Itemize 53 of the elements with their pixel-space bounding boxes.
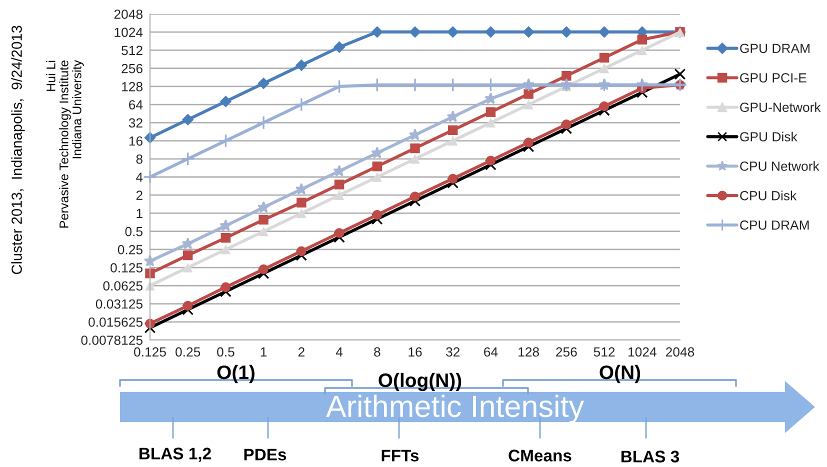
x-tick-label: 1 [260, 347, 267, 357]
x-tick-label: 64 [484, 347, 498, 357]
y-tick-label: 0.125 [110, 263, 143, 272]
text: O(log(N)) [378, 372, 462, 392]
y-tick-label: 256 [122, 64, 142, 74]
y-tick-label: 128 [122, 82, 142, 92]
legend-label: GPU DRAM [740, 44, 810, 54]
text: Hui Li [46, 60, 56, 91]
x-tick-label: 256 [556, 347, 577, 357]
y-tick-label: 2048 [114, 10, 142, 19]
y-tick-label: 0.03125 [96, 299, 143, 309]
text: O(N) [600, 364, 640, 384]
x-tick-label: 2048 [666, 347, 694, 357]
x-tick-label: 0.25 [176, 347, 200, 357]
legend-label: GPU PCI-E [740, 73, 806, 83]
text: CMeans [508, 450, 572, 462]
text: Arithmetic Intensity [326, 394, 584, 424]
y-tick-label: 0.0078125 [81, 336, 143, 345]
x-tick-label: 2 [298, 347, 304, 357]
x-tick-label: 16 [408, 347, 422, 357]
y-tick-label: 0.015625 [88, 317, 143, 327]
y-tick-label: 4 [136, 172, 143, 182]
legend-label: CPU Disk [740, 190, 797, 200]
text: Pervasive Technology Institute [59, 60, 71, 228]
x-tick-label: 1024 [628, 347, 656, 357]
legend-label: GPU-Network [740, 102, 821, 112]
legend-label: GPU Disk [740, 132, 798, 142]
text: Indiana University [72, 60, 84, 158]
x-tick-label: 0.5 [217, 347, 234, 357]
x-tick-label: 4 [336, 347, 343, 357]
y-tick-label: 512 [122, 46, 142, 56]
y-tick-label: 1 [136, 208, 142, 218]
y-tick-label: 8 [136, 154, 142, 164]
y-tick-label: 2 [136, 190, 142, 200]
text: Cluster 2013, Indianapolis, 9/24/2013 [11, 26, 25, 274]
y-tick-label: 0.5 [125, 226, 143, 236]
x-tick-label: 8 [374, 347, 380, 357]
legend-label: CPU Network [740, 161, 820, 171]
y-tick-label: 1024 [114, 28, 143, 38]
x-tick-label: 128 [518, 347, 540, 357]
text: FFTs [382, 450, 419, 462]
y-tick-label: 0.0625 [103, 281, 143, 291]
text: PDEs [244, 448, 286, 460]
y-tick-label: 64 [129, 100, 143, 110]
legend-label: CPU DRAM [740, 220, 809, 230]
x-tick-label: 32 [446, 347, 460, 357]
y-tick-label: 0.25 [118, 245, 143, 254]
y-tick-label: 16 [129, 136, 142, 146]
text: O(1) [217, 364, 254, 384]
y-tick-label: 32 [128, 118, 142, 128]
text: BLAS 3 [621, 450, 680, 462]
x-tick-label: 512 [594, 347, 615, 357]
text: BLAS 1,2 [140, 448, 211, 462]
